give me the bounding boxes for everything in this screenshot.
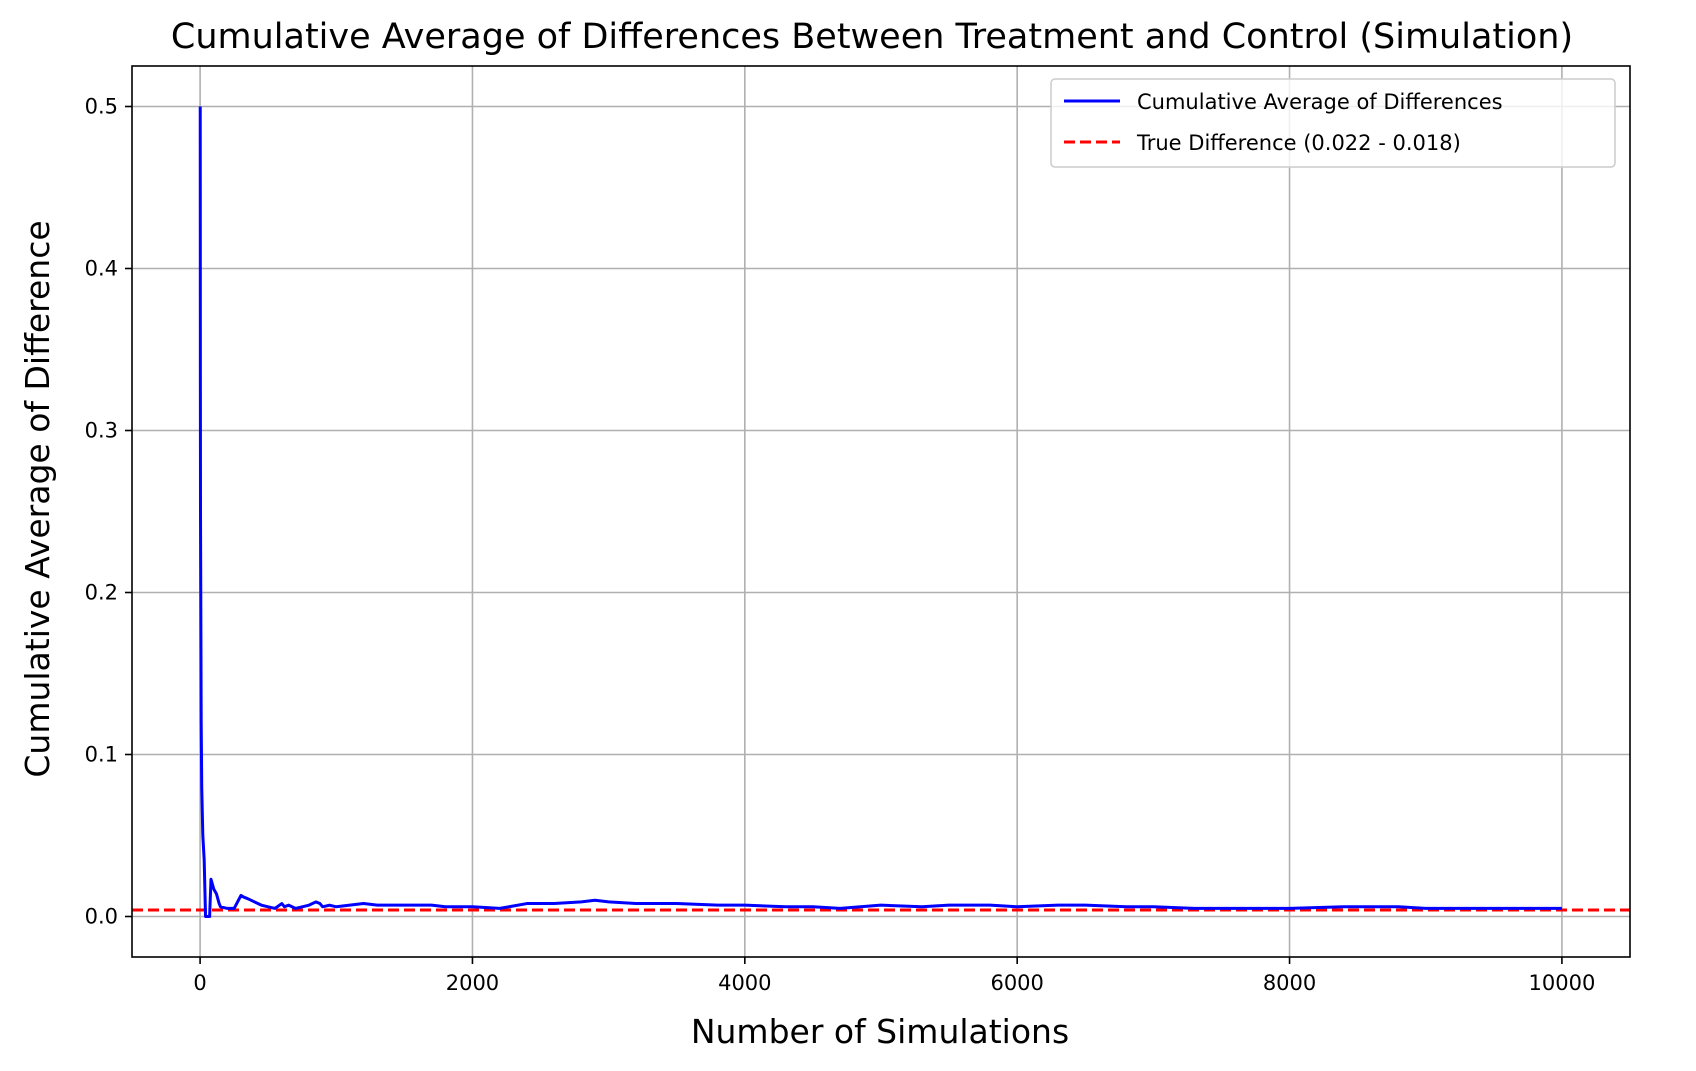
y-axis-ticks: 0.0 0.1 0.2 0.3 0.4 0.5 — [85, 95, 132, 929]
legend-box — [1050, 78, 1616, 168]
y-tick-label: 0.1 — [85, 743, 118, 767]
y-tick-label: 0.5 — [85, 95, 118, 119]
x-tick-label: 6000 — [990, 971, 1043, 995]
legend-label-true-difference: True Difference (0.022 - 0.018) — [1136, 131, 1461, 155]
x-tick-label: 0 — [193, 971, 206, 995]
legend-label-cumulative-average: Cumulative Average of Differences — [1137, 90, 1503, 114]
grid-lines — [132, 66, 1630, 957]
cumulative-average-line — [198, 106, 1562, 918]
y-axis-title: Cumulative Average of Difference — [18, 220, 57, 777]
x-tick-label: 4000 — [718, 971, 771, 995]
y-tick-label: 0.4 — [85, 257, 118, 281]
y-tick-label: 0.3 — [85, 419, 118, 443]
x-tick-label: 8000 — [1263, 971, 1316, 995]
legend: Cumulative Average of Differences True D… — [1050, 78, 1616, 168]
x-tick-label: 2000 — [446, 971, 499, 995]
x-tick-label: 10000 — [1529, 971, 1596, 995]
series-layer — [132, 106, 1630, 918]
chart-title: Cumulative Average of Differences Betwee… — [171, 17, 1573, 57]
y-tick-label: 0.0 — [85, 905, 118, 929]
x-axis-ticks: 0 2000 4000 6000 8000 10000 — [193, 957, 1595, 995]
plot-frame — [131, 65, 1631, 958]
y-tick-label: 0.2 — [85, 581, 118, 605]
x-axis-title: Number of Simulations — [691, 1012, 1069, 1051]
